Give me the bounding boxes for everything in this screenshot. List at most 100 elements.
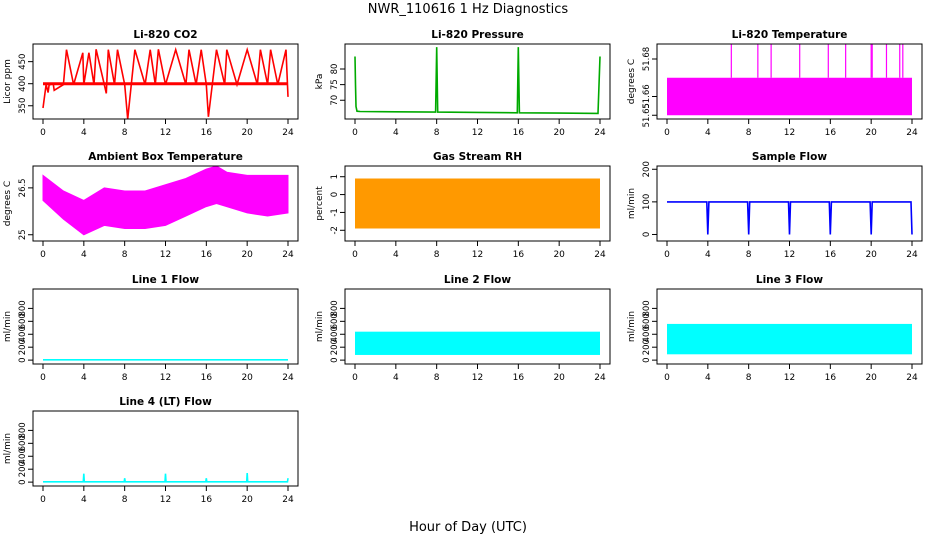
y-tick-label: 0: [18, 357, 28, 362]
plot-frame: [344, 43, 611, 120]
panel-title: Li-820 Pressure: [431, 29, 524, 41]
y-tick-label: 0: [330, 357, 340, 362]
x-tick-label: 0: [352, 128, 358, 138]
y-tick-label: 450: [18, 54, 28, 70]
x-tick-label: 0: [40, 128, 46, 138]
data-series-line: [42, 46, 289, 120]
x-tick-label: 20: [865, 250, 877, 260]
x-tick-label: 16: [201, 128, 213, 138]
x-tick-label: 20: [553, 128, 565, 138]
panel-5: Gas Stream RH percent 0 4 8 12 16 20 24 -2 -1 0 1: [315, 151, 611, 260]
y-tick-label: 400: [330, 326, 340, 342]
y-axis-label: ml/min: [315, 311, 325, 342]
x-tick-label: 0: [352, 250, 358, 260]
data-band: [355, 331, 600, 355]
x-tick-label: 24: [906, 250, 918, 260]
y-tick-label: 51.66: [642, 84, 652, 108]
x-tick-label: 16: [825, 250, 837, 260]
y-tick-label: 200: [642, 339, 652, 355]
y-axis-label: Licor ppm: [3, 59, 13, 104]
x-tick-label: 0: [664, 128, 670, 138]
figure-title: NWR_110616 1 Hz Diagnostics: [368, 2, 569, 17]
x-tick-label: 24: [906, 128, 918, 138]
x-tick-label: 8: [122, 128, 128, 138]
data-envelope: [42, 165, 289, 236]
x-tick-label: 12: [784, 373, 795, 383]
panel-title: Line 1 Flow: [132, 274, 199, 286]
data-series-line: [667, 201, 913, 235]
y-tick-label: 200: [642, 161, 652, 177]
y-tick-label: 400: [642, 326, 652, 342]
x-tick-label: 24: [282, 250, 294, 260]
x-tick-label: 8: [746, 250, 752, 260]
data-band: [667, 77, 912, 116]
panel-title: Li-820 Temperature: [732, 29, 848, 41]
y-tick-label: 400: [18, 326, 28, 342]
x-tick-label: 16: [513, 373, 525, 383]
y-axis-label: ml/min: [627, 188, 637, 219]
y-tick-label: 600: [18, 435, 28, 451]
x-tick-label: 4: [705, 373, 711, 383]
data-band: [355, 178, 600, 229]
panel-title: Gas Stream RH: [433, 151, 522, 163]
x-tick-label: 12: [160, 128, 171, 138]
y-axis-label: degrees C: [3, 181, 13, 226]
figure-xlabel: Hour of Day (UTC): [409, 520, 527, 535]
y-tick-label: 100: [642, 194, 652, 210]
x-tick-label: 4: [705, 128, 711, 138]
x-tick-label: 0: [664, 250, 670, 260]
x-tick-label: 8: [434, 128, 440, 138]
panel-4: Ambient Box Temperature degrees C 0 4 8 12 16 2…: [3, 151, 299, 260]
x-tick-label: 24: [594, 128, 606, 138]
x-tick-label: 20: [553, 250, 565, 260]
y-tick-label: 0: [642, 357, 652, 362]
x-tick-label: 12: [472, 373, 483, 383]
panel-8: Line 2 Flow ml/min 0 4 8 12 16 20 24 0 20040060080…: [315, 274, 611, 383]
x-tick-label: 24: [906, 373, 918, 383]
x-tick-label: 8: [746, 128, 752, 138]
x-tick-label: 20: [865, 373, 877, 383]
x-tick-label: 12: [784, 250, 795, 260]
y-tick-label: 70: [330, 95, 340, 106]
x-tick-label: 20: [553, 373, 565, 383]
y-tick-label: 200: [330, 339, 340, 355]
panel-title: Ambient Box Temperature: [88, 151, 243, 163]
y-tick-label: 1: [330, 174, 340, 179]
x-tick-label: 12: [472, 250, 483, 260]
plot-frame: [32, 288, 299, 365]
x-tick-label: 20: [241, 250, 253, 260]
panel-title: Line 2 Flow: [444, 274, 511, 286]
panel-1: Li-820 CO2 Licor ppm 0 4 8 12 16 20 24 350 400 450: [3, 29, 299, 138]
x-tick-label: 20: [241, 128, 253, 138]
x-tick-label: 4: [705, 250, 711, 260]
panel-10: Line 4 (LT) Flow ml/min 0 4 8 12 16 20 24 0 200400…: [3, 396, 299, 505]
x-tick-label: 24: [282, 373, 294, 383]
x-tick-label: 0: [664, 373, 670, 383]
x-tick-label: 0: [40, 495, 46, 505]
y-tick-label: 350: [18, 98, 28, 114]
y-tick-label: 75: [330, 79, 340, 90]
x-tick-label: 20: [241, 495, 253, 505]
y-tick-label: 800: [18, 300, 28, 316]
x-tick-label: 12: [160, 373, 171, 383]
x-tick-label: 12: [472, 128, 483, 138]
y-tick-label: 800: [330, 300, 340, 316]
x-tick-label: 8: [122, 250, 128, 260]
y-tick-label: 600: [18, 313, 28, 329]
y-tick-label: -2: [330, 226, 340, 234]
x-tick-label: 8: [746, 373, 752, 383]
y-tick-label: 200: [18, 339, 28, 355]
x-tick-label: 8: [434, 250, 440, 260]
y-axis-label: ml/min: [627, 311, 637, 342]
y-tick-label: 25: [18, 229, 28, 240]
x-tick-label: 4: [81, 250, 87, 260]
y-tick-label: -1: [330, 208, 340, 216]
x-tick-label: 16: [825, 128, 837, 138]
panel-9: Line 3 Flow ml/min 0 4 8 12 16 20 24 0 20040060080…: [627, 274, 923, 383]
y-tick-label: 600: [642, 313, 652, 329]
panel-2: Li-820 Pressure kPa 0 4 8 12 16 20 24 70 75 80: [315, 29, 611, 138]
y-tick-label: 26.5: [18, 178, 28, 197]
panel-6: Sample Flow ml/min 0 4 8 12 16 20 24 0 100 200: [627, 151, 923, 260]
data-series-line: [43, 473, 289, 483]
